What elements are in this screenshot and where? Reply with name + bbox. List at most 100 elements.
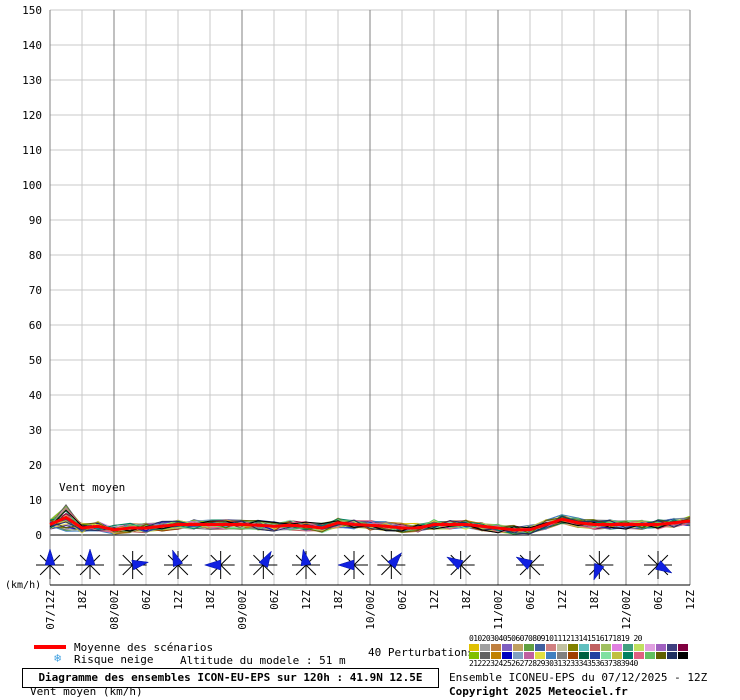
legend-swatch [601,644,611,651]
x-tick-label: 06Z [268,590,281,610]
legend-swatch [513,652,523,659]
x-tick-label: 06Z [652,590,665,610]
y-tick-label: 110 [22,144,42,157]
legend-swatch [579,652,589,659]
legend-swatch [491,644,501,651]
x-tick-label: 18Z [588,590,601,610]
legend-swatch [612,652,622,659]
wind-rose-spoke [295,564,307,576]
wind-rose-spoke [79,564,91,576]
wind-rose-direction [44,548,56,566]
legend-swatch [557,652,567,659]
annotation-vent-moyen: Vent moyen [59,481,126,494]
wind-rose-direction [387,552,403,569]
y-tick-label: 50 [29,354,42,367]
y-tick-label: 70 [29,284,42,297]
x-tick-label: 06Z [396,590,409,610]
wind-rose-direction [203,559,221,571]
legend-swatch [546,644,556,651]
wind-rose-spoke [460,554,471,566]
ensemble-member-line [49,515,691,535]
legend-swatch [623,644,633,651]
y-tick-label: 140 [22,39,42,52]
x-tick-label: 12Z [172,590,185,610]
wind-rose-spoke [647,564,659,576]
x-tick-label: 18Z [204,590,217,610]
wind-rose-spoke [220,554,231,566]
y-tick-label: 10 [29,494,42,507]
legend-swatch [568,652,578,659]
mean-series-line [49,515,691,532]
legend-swatch [469,652,479,659]
legend-numbers-top: 01020304050607080910111213141516171819 2… [469,634,642,643]
x-tick-label: 18Z [332,590,345,610]
legend-swatch [480,644,490,651]
y-tick-label: 90 [29,214,42,227]
legend-swatch [601,652,611,659]
x-tick-label: 08/00Z [108,590,121,630]
wind-rose-spoke [647,554,659,566]
legend-swatch [579,644,589,651]
chart-title: Diagramme des ensembles ICON-EU-EPS sur … [22,668,439,688]
legend-swatch [667,652,677,659]
legend-swatch [656,644,666,651]
chart-subtitle: Vent moyen (km/h) [30,685,143,698]
legend-swatch [678,652,688,659]
legend-swatch [645,652,655,659]
legend-swatch [590,652,600,659]
wind-rose-spoke [381,564,392,576]
legend-swatch [557,644,567,651]
wind-rose-spoke [167,564,179,576]
x-tick-label: 07/12Z [44,590,57,630]
legend-swatch [480,652,490,659]
legend-swatch [491,652,501,659]
y-tick-label: 20 [29,459,42,472]
x-tick-label: 11/00Z [492,590,505,630]
wind-rose-spoke [89,564,101,576]
legend-swatch [667,644,677,651]
legend-swatch [568,644,578,651]
wind-rose-direction [446,556,464,570]
legend-mean-label: Moyenne des scénarios [74,641,214,654]
x-tick-label: 12Z [300,590,313,610]
legend-swatch [623,652,633,659]
copyright: Copyright 2025 Meteociel.fr [449,685,628,698]
x-tick-label: 06Z [524,590,537,610]
wind-rose-spoke [589,554,600,566]
wind-rose-spoke [598,554,610,566]
y-tick-label: 40 [29,389,42,402]
wind-rose-spoke [122,564,134,576]
wind-rose-spoke [529,554,541,566]
wind-rose-spoke [353,554,365,566]
wind-rose-direction [337,559,355,571]
wind-rose-direction [258,550,272,568]
legend-swatch [502,652,512,659]
legend-swatch [546,652,556,659]
x-tick-label: 12Z [684,590,697,610]
wind-rose-spoke [353,564,365,576]
wind-rose-direction [84,548,96,566]
legend-swatch [535,644,545,651]
y-tick-label: 120 [22,109,42,122]
snow-icon: ❄ [54,651,62,665]
y-tick-label: 60 [29,319,42,332]
wind-rose-spoke [253,564,264,576]
legend-swatch [678,644,688,651]
x-tick-label: 09/00Z [236,590,249,630]
y-tick-label: 150 [22,4,42,17]
legend-swatch [524,644,534,651]
y-tick-label: 80 [29,249,42,262]
altitude-label: Altitude du modele : 51 m [180,654,346,667]
legend-swatch [634,652,644,659]
wind-rose-spoke [460,564,471,576]
x-tick-label: 18Z [460,590,473,610]
x-tick-label: 06Z [140,590,153,610]
wind-rose-direction [172,549,184,568]
wind-rose-direction [655,560,673,574]
wind-rose-spoke [529,564,541,576]
wind-rose-direction [515,556,533,570]
legend-swatch [513,644,523,651]
wind-rose-spoke [122,554,134,566]
wind-rose-spoke [220,564,231,576]
